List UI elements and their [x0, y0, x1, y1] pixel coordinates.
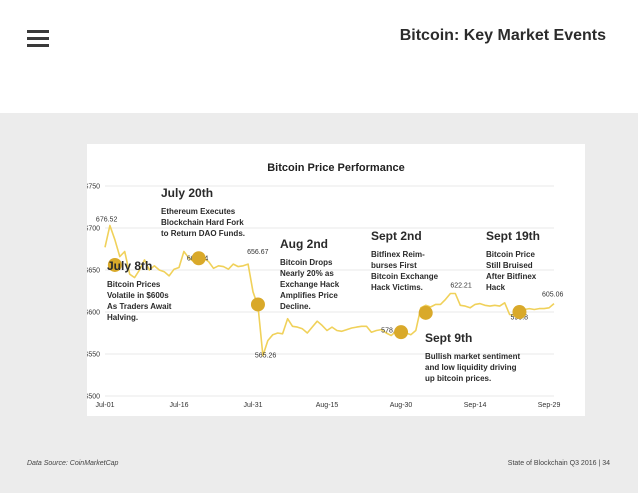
annotation-text: Blockchain Hard Fork [161, 218, 244, 227]
data-label: 578.16 [381, 328, 403, 335]
data-source: Data Source: CoinMarketCap [27, 460, 119, 467]
event-marker [394, 325, 409, 340]
price-chart: Bitcoin Price Performance $500 $550 $600 $65… [87, 162, 564, 409]
x-tick-label: Jul-31 [243, 402, 262, 409]
page-title: Bitcoin: Key Market Events [399, 27, 606, 44]
annotation-text: After Bitfinex [486, 272, 537, 281]
annotation-text: As Traders Await [107, 302, 172, 311]
y-tick-label: $750 [87, 184, 100, 191]
event-marker [512, 305, 527, 319]
event-marker [191, 251, 206, 266]
hamburger-menu-icon[interactable] [27, 30, 49, 48]
chart-card: Bitcoin Price Performance $500 $550 $600 $65… [87, 144, 585, 416]
annotation-text: Halving. [107, 313, 138, 322]
annotation-text: Bitfinex Reim- [371, 250, 425, 259]
annotation-text: Bullish market sentiment [425, 352, 520, 361]
x-tick-label: Jul-16 [169, 402, 188, 409]
annotation-text: Still Bruised [486, 261, 533, 270]
annotation-title: Aug 2nd [280, 237, 328, 251]
y-tick-label: $700 [87, 226, 100, 233]
annotation-text: Amplifies Price [280, 291, 338, 300]
header: Bitcoin: Key Market Events [0, 0, 638, 113]
data-label: 622.21 [450, 283, 472, 290]
event-marker [107, 257, 122, 272]
annotation-text: Nearly 20% as [280, 269, 334, 278]
data-label: 605.06 [542, 292, 564, 299]
x-tick-label: Aug-15 [316, 402, 339, 409]
annotation-title: Sept 19th [486, 229, 540, 243]
annotation-text: Decline. [280, 302, 311, 311]
y-tick-label: $500 [87, 394, 100, 401]
y-tick-label: $650 [87, 268, 100, 275]
annotation-title: July 8th [107, 259, 152, 273]
x-tick-label: Sep-14 [464, 402, 487, 409]
annotation-text: Bitcoin Price [486, 250, 535, 259]
annotation-text: Exchange Hack [280, 280, 340, 289]
annotation-text: burses First [371, 261, 417, 270]
y-tick-label: $600 [87, 310, 100, 317]
page-footer: State of Blockchain Q3 2016 | 34 [507, 460, 610, 467]
y-tick-label: $550 [87, 352, 100, 359]
data-label: 656.67 [247, 249, 269, 256]
data-label: 676.52 [96, 216, 118, 223]
annotation-text: Ethereum Executes [161, 207, 236, 216]
annotation-text: Hack Victims. [371, 283, 423, 292]
annotation-text: up bitcoin prices. [425, 374, 491, 383]
event-marker [250, 297, 265, 312]
annotation-title: July 20th [161, 186, 213, 200]
annotation-text: Bitcoin Exchange [371, 272, 439, 281]
price-line [104, 224, 555, 357]
annotation-text: and low liquidity driving [425, 363, 517, 372]
chart-title: Bitcoin Price Performance [267, 162, 405, 174]
annotation-text: Bitcoin Drops [280, 258, 333, 267]
data-label: 565.26 [255, 353, 277, 360]
annotation-text: Bitcoin Prices [107, 280, 161, 289]
x-tick-label: Jul-01 [95, 402, 114, 409]
annotation-text: Volatile in $600s [107, 291, 169, 300]
annotation-text: Hack [486, 283, 506, 292]
event-marker [418, 305, 433, 320]
annotation-title: Sept 9th [425, 331, 472, 345]
annotation-text: to Return DAO Funds. [161, 229, 245, 238]
x-tick-label: Aug-30 [390, 402, 413, 409]
x-tick-label: Sep-29 [538, 402, 561, 409]
annotation-title: Sept 2nd [371, 229, 422, 243]
